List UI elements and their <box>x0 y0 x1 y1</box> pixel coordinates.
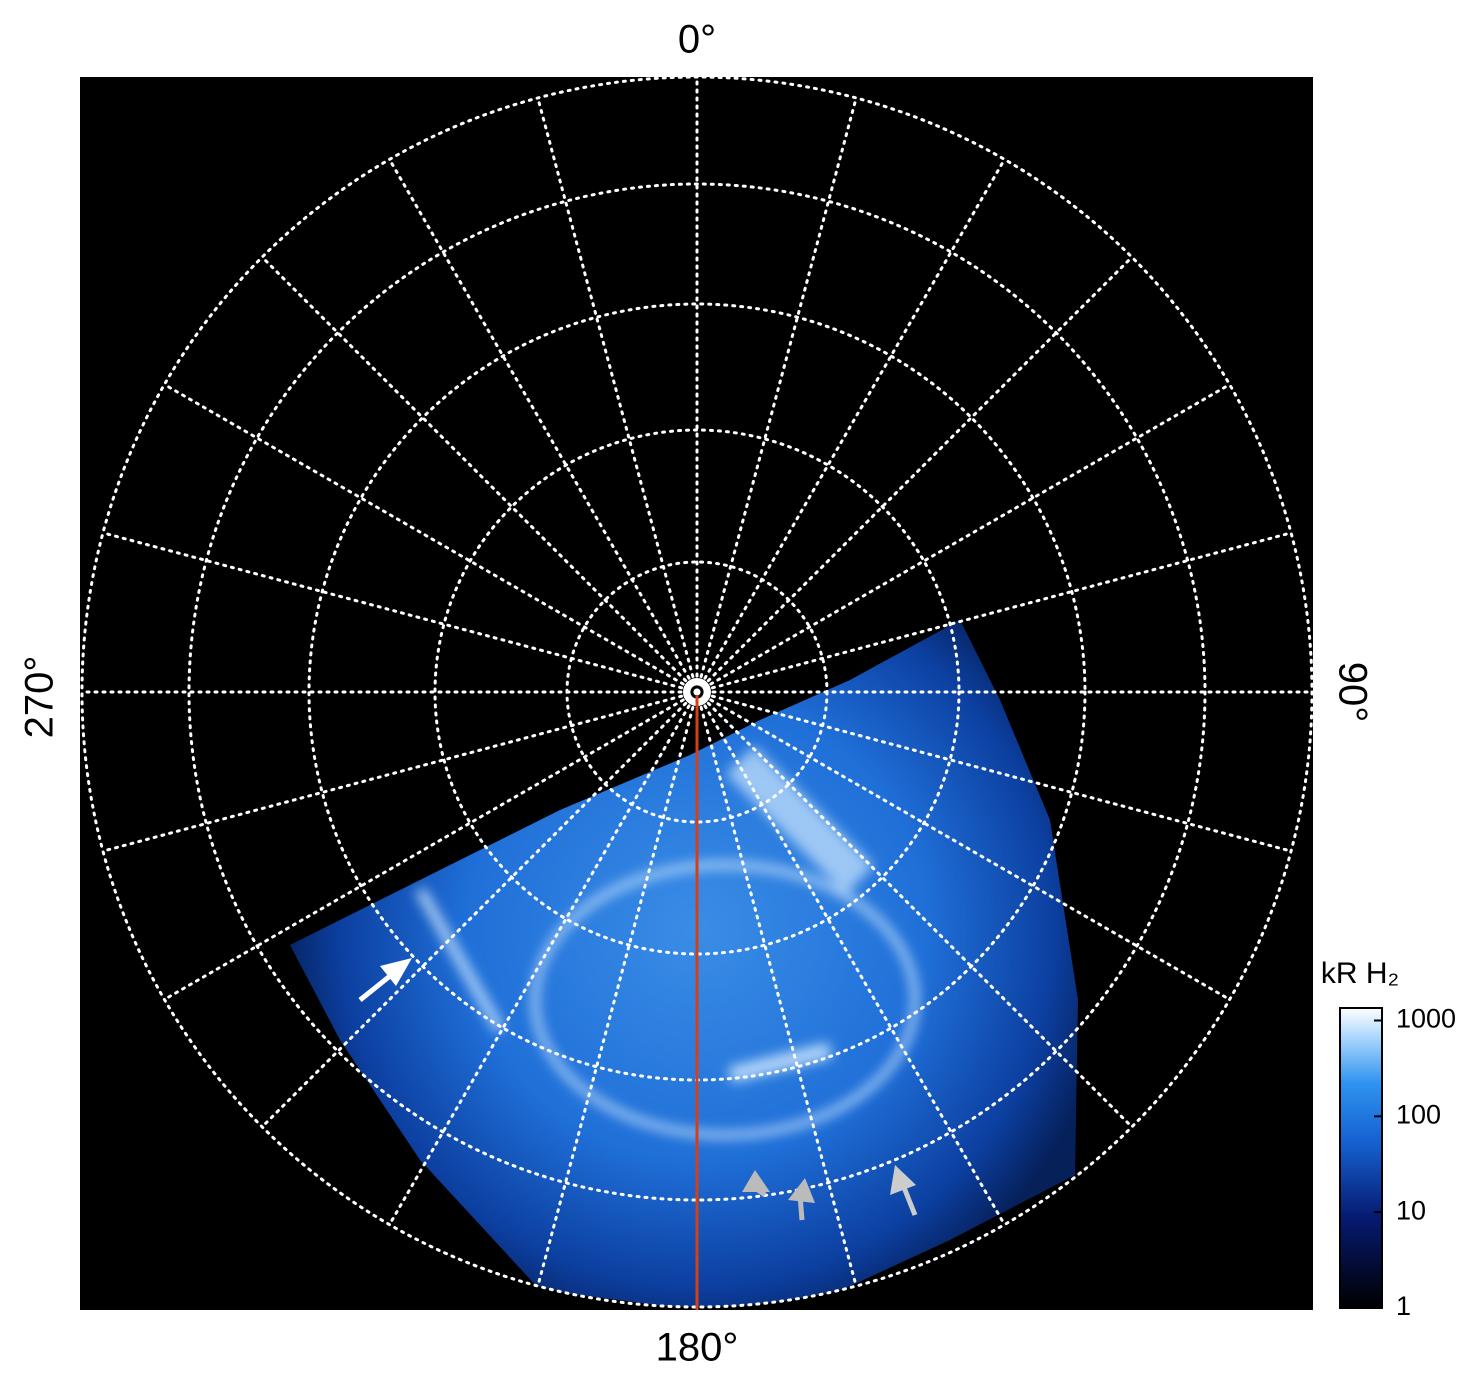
angle-label-right: 90° <box>1330 662 1374 723</box>
grid-spoke <box>695 690 1134 1129</box>
colorbar-tick-label: 10 <box>1396 1195 1426 1225</box>
grid-spoke <box>536 690 699 1288</box>
grid-spoke <box>101 531 699 694</box>
grid-circle <box>80 75 1314 1309</box>
angle-label-left: 270° <box>18 656 62 739</box>
grid-spoke <box>388 157 699 694</box>
colorbar-tick-label: 100 <box>1396 1099 1441 1129</box>
grid-spoke <box>695 255 1134 694</box>
grid-spoke <box>695 690 1006 1227</box>
grid-spoke <box>695 690 1232 1001</box>
arrows <box>358 958 918 1221</box>
grid-spoke <box>162 690 699 1001</box>
grid-spoke <box>260 255 699 694</box>
aurora-image <box>290 620 1078 1307</box>
colorbar-ticks: 1 10 100 1000 <box>1374 1004 1456 1321</box>
polar-grid <box>80 75 1314 1309</box>
grid-spoke <box>388 690 699 1227</box>
grid-spoke <box>260 690 699 1129</box>
angle-label-bottom: 180° <box>656 1326 739 1370</box>
grid-spoke <box>695 531 1293 694</box>
grid-spoke <box>695 690 1293 853</box>
grid-spoke <box>695 383 1232 694</box>
grid-spoke <box>695 690 858 1288</box>
grid-spoke <box>162 383 699 694</box>
colorbar-tick-label: 1 <box>1396 1291 1411 1321</box>
angle-label-top: 0° <box>678 18 716 62</box>
colorbar-label: kR H₂ <box>1321 957 1399 990</box>
grid-spoke <box>536 96 699 694</box>
colorbar-tick-label: 1000 <box>1396 1004 1456 1034</box>
grid-spoke <box>695 157 1006 694</box>
grid-circle <box>187 182 1207 1202</box>
colorbar <box>1339 1007 1383 1309</box>
grid-spoke <box>101 690 699 853</box>
grid-spoke <box>695 96 858 694</box>
